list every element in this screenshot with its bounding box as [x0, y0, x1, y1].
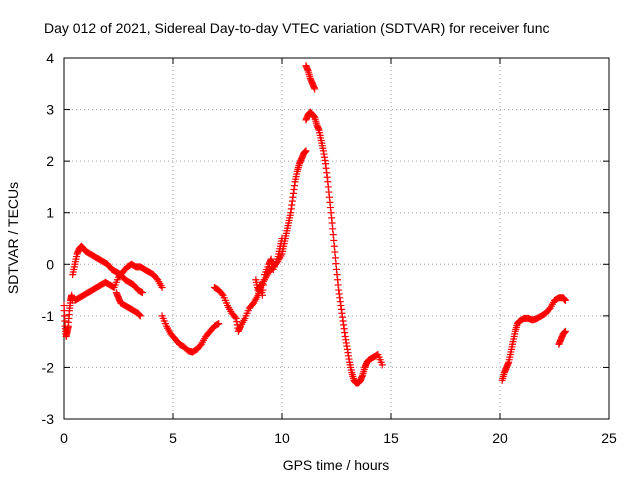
grid-lines [64, 58, 609, 419]
y-tick-labels: -3 -2 -1 0 1 2 3 4 [42, 50, 55, 427]
data-point [561, 296, 569, 304]
data-point [231, 313, 239, 321]
x-tick-label: 25 [601, 430, 617, 446]
x-tick-label: 20 [492, 430, 508, 446]
y-tick-label: 4 [46, 50, 54, 66]
data-point [136, 312, 144, 320]
x-tick-label: 10 [274, 430, 290, 446]
y-tick-label: 2 [46, 153, 54, 169]
series-track-f [210, 147, 310, 335]
series-track-d [112, 289, 144, 320]
chart-title: Day 012 of 2021, Sidereal Day-to-day VTE… [44, 20, 550, 36]
data-point [278, 235, 286, 242]
series-track-h [302, 62, 319, 93]
series-track-e [158, 312, 223, 356]
data-point [218, 290, 226, 298]
y-tick-label: 0 [46, 256, 54, 272]
data-point [214, 320, 222, 328]
x-axis-label: GPS time / hours [283, 457, 390, 473]
y-axis-label: SDTVAR / TECUs [5, 182, 21, 294]
data-point [137, 288, 145, 296]
data-point [138, 289, 146, 297]
x-tick-labels: 0 5 10 15 20 25 [60, 430, 617, 446]
series-track-k [555, 327, 569, 348]
data-point [215, 320, 223, 328]
series-track-c [71, 260, 166, 304]
series-track-i [302, 108, 386, 387]
series-track-j [498, 294, 569, 384]
series-track-g [252, 235, 286, 299]
y-tick-label: 1 [46, 205, 54, 221]
x-tick-label: 15 [383, 430, 399, 446]
data-marks [60, 62, 569, 387]
y-tick-label: -1 [42, 308, 55, 324]
y-tick-label: -3 [42, 411, 55, 427]
plot-frame [63, 57, 610, 420]
x-tick-label: 5 [169, 430, 177, 446]
data-point [302, 147, 310, 155]
data-point [158, 283, 166, 291]
y-tick-label: 3 [46, 102, 54, 118]
y-tick-label: -2 [42, 359, 55, 375]
axis-ticks [63, 57, 610, 420]
data-point [378, 361, 386, 369]
data-point [561, 327, 569, 335]
series-track-b [69, 242, 146, 297]
x-tick-label: 0 [60, 430, 68, 446]
data-point [311, 85, 319, 93]
